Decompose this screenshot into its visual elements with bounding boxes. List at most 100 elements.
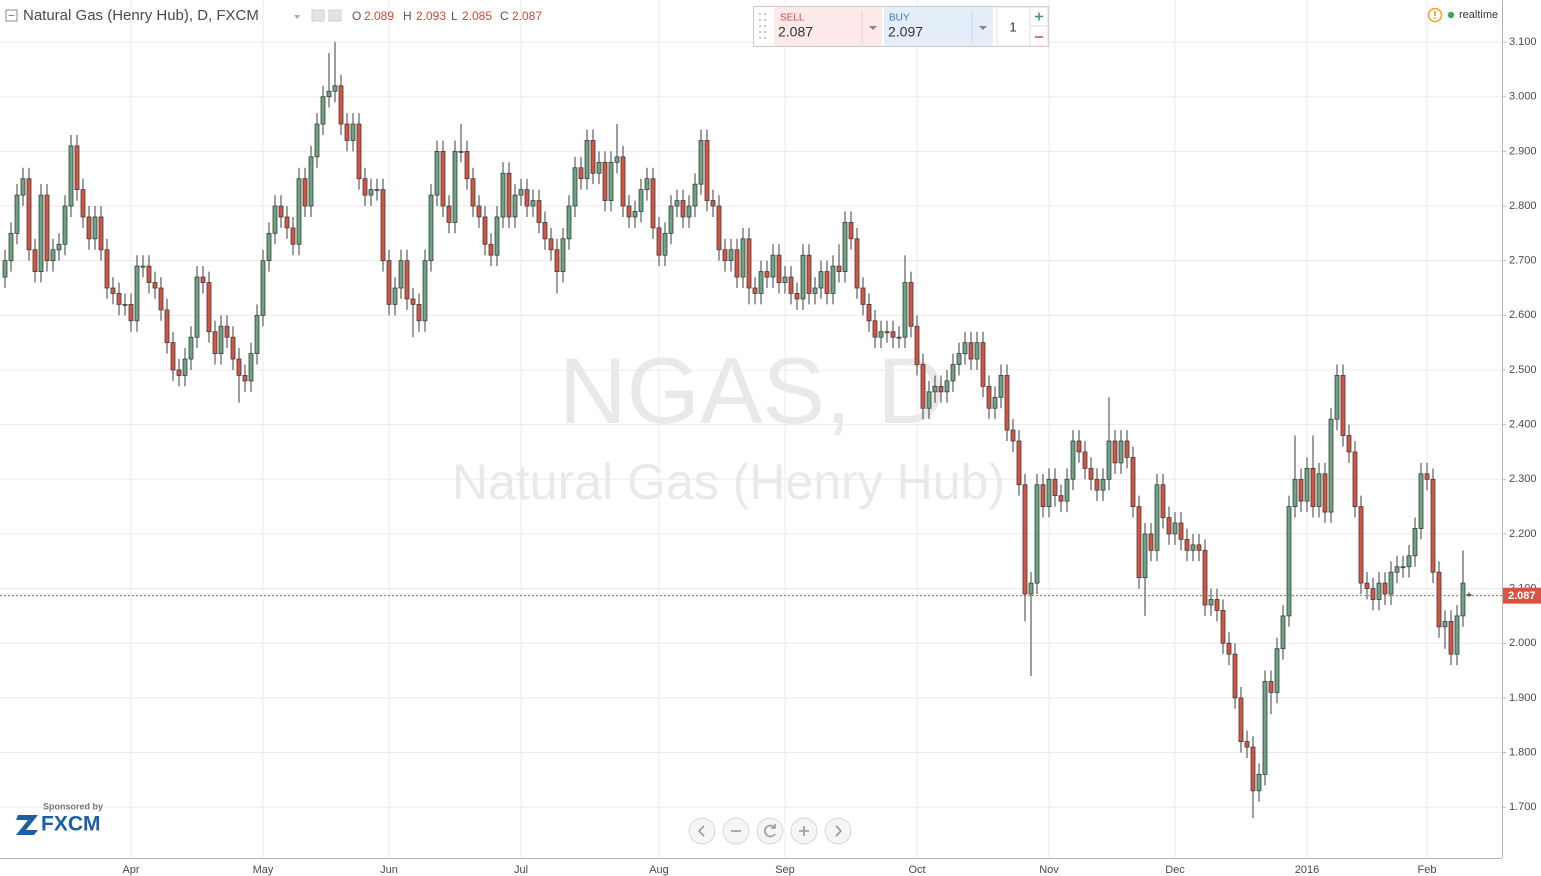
candle-body — [140, 265, 146, 268]
candle-body — [1148, 533, 1154, 551]
candle-body — [920, 364, 926, 409]
candle-body — [908, 282, 914, 327]
candle-body — [380, 189, 386, 262]
brand-name[interactable]: FXCM — [41, 813, 101, 836]
candle-body — [290, 227, 296, 245]
candle-body — [1010, 429, 1016, 442]
icon-remove[interactable] — [328, 9, 342, 22]
candle-body — [950, 364, 956, 382]
sell-button[interactable] — [774, 7, 882, 46]
candle-body — [506, 172, 512, 218]
y-tick-label: 1.700 — [1509, 801, 1537, 813]
trade-widget: SELL 2.087 BUY 2.097 1 — [753, 6, 1049, 47]
candle-body — [1436, 571, 1442, 628]
candle-body — [932, 385, 938, 393]
candle-body — [284, 216, 290, 229]
candle-body — [896, 336, 902, 339]
y-tick-label: 3.000 — [1509, 91, 1537, 103]
candle-body — [1154, 484, 1160, 551]
candle-body — [1106, 440, 1112, 480]
scroll-left-button[interactable] — [688, 817, 716, 845]
sell-dropdown[interactable] — [869, 26, 877, 30]
candle-body — [830, 265, 836, 294]
candle-body — [1214, 599, 1220, 611]
candle-body — [1004, 375, 1010, 431]
candle-body — [212, 331, 218, 354]
candle-body — [44, 194, 50, 262]
candle-body — [314, 123, 320, 158]
ohlc-label: L — [451, 9, 458, 23]
candle-body — [1256, 773, 1262, 792]
candle-body — [128, 303, 134, 322]
y-tick-label: 2.900 — [1509, 145, 1537, 157]
candle-body — [986, 385, 992, 409]
candle-body — [578, 167, 584, 180]
candle-body — [1034, 484, 1040, 584]
candle-body — [1130, 457, 1136, 508]
x-tick-label: Jul — [514, 864, 528, 876]
candle-body — [848, 222, 854, 240]
candle-body — [1310, 467, 1316, 508]
candle-body — [764, 271, 770, 278]
buy-button[interactable] — [884, 7, 993, 46]
buy-label: BUY — [889, 13, 910, 24]
candle-body — [1046, 478, 1052, 508]
sell-price: 2.087 — [778, 24, 813, 40]
icon-settings[interactable] — [311, 9, 325, 22]
watermark-symbol: NGAS, D — [559, 338, 946, 443]
candle-body — [1094, 478, 1100, 491]
candle-body — [86, 216, 92, 240]
candle-body — [560, 238, 566, 273]
candle-body — [470, 178, 476, 207]
buy-price: 2.097 — [888, 24, 923, 40]
candle-body — [50, 249, 56, 262]
ohlc-label: H — [403, 9, 412, 23]
candle-body — [890, 331, 896, 338]
candle-body — [602, 161, 608, 201]
x-tick-label: Feb — [1418, 864, 1437, 876]
symbol-title: Natural Gas (Henry Hub), D, FXCM — [23, 7, 259, 24]
candle-body — [980, 342, 986, 387]
y-tick-label: 2.500 — [1509, 364, 1537, 376]
scroll-right-button[interactable] — [824, 817, 852, 845]
candle-body — [158, 287, 164, 311]
x-tick-label: Sep — [775, 864, 795, 876]
candle-body — [788, 276, 794, 294]
candle-body — [1016, 440, 1022, 486]
quantity-input[interactable] — [996, 6, 1031, 47]
candle-body — [566, 205, 572, 240]
candle-body — [1070, 440, 1076, 480]
plus-icon — [1035, 12, 1043, 21]
candle-body — [374, 189, 380, 192]
candle-body — [878, 331, 884, 338]
candle-body — [1442, 620, 1448, 628]
candle-body — [1124, 440, 1130, 458]
candle-body — [842, 222, 848, 273]
candle-body — [674, 200, 680, 207]
candle-body — [1316, 473, 1322, 508]
decrease-button[interactable] — [1029, 25, 1049, 47]
candle-body — [1400, 566, 1406, 569]
candle-body — [590, 140, 596, 174]
candle-body — [1220, 610, 1226, 644]
candle-body — [1424, 473, 1430, 480]
candle-body — [14, 194, 20, 234]
candle-body — [404, 260, 410, 300]
candle-body — [2, 260, 8, 278]
candle-body — [1082, 451, 1088, 469]
reset-button[interactable] — [756, 817, 784, 845]
brand-logo[interactable] — [16, 815, 38, 835]
candle-body — [776, 254, 782, 283]
buy-dropdown[interactable] — [979, 26, 987, 30]
candle-body — [236, 358, 242, 376]
y-tick-label: 2.700 — [1509, 255, 1537, 267]
candle-body — [944, 380, 950, 393]
candle-body — [494, 216, 500, 256]
candle-body — [812, 287, 818, 294]
candle-body — [1244, 741, 1250, 748]
title-dropdown[interactable] — [294, 15, 300, 19]
drag-handle[interactable] — [759, 13, 766, 39]
candle-body — [596, 161, 602, 174]
candle-body — [230, 336, 236, 360]
candle-body — [938, 385, 944, 393]
